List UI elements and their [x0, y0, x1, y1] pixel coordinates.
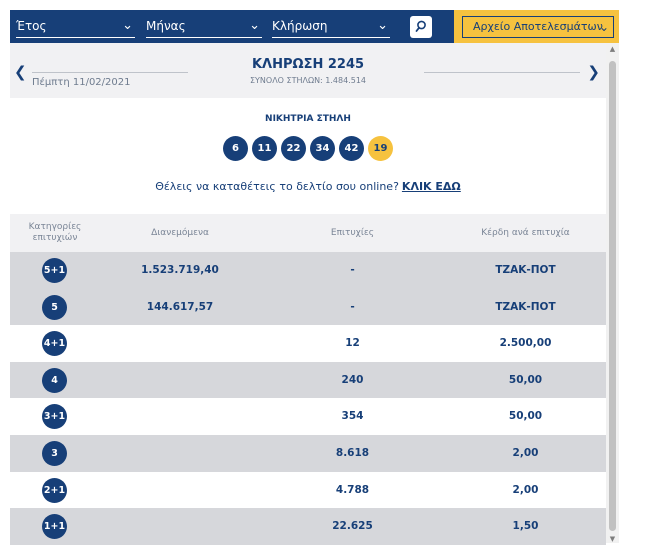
distributed-cell: [100, 435, 260, 472]
prize-cell: 2,00: [512, 447, 539, 459]
category-badge: 2+1: [42, 477, 67, 503]
year-select-label: Έτος: [16, 19, 47, 33]
chevron-down-icon: ⌄: [598, 20, 609, 34]
winners-cell: 240: [341, 373, 364, 386]
bonus-number: 19: [368, 136, 393, 161]
distributed-cell: 1.523.719,40: [141, 264, 219, 276]
distributed-cell: 144.617,57: [146, 300, 214, 313]
category-badge: 5+1: [42, 258, 67, 283]
winners-cell: -: [350, 300, 355, 313]
filter-bar: Έτος ⌄ Μήνας ⌄ Κλήρωση ⌄ Αρχείο Αποτελεσ…: [10, 10, 619, 43]
chevron-left-icon[interactable]: ❮: [14, 63, 27, 81]
table-row: 4 240 50,00: [10, 361, 606, 399]
table-row: 5+1 1.523.719,40 - ΤΖΑΚ-ΠΟΤ: [10, 252, 606, 289]
scroll-up-icon[interactable]: ▲: [609, 45, 616, 53]
table-row: 3+1 354 50,00: [10, 398, 606, 435]
chevron-down-icon: ⌄: [122, 18, 133, 33]
draw-select-label: Κλήρωση: [272, 19, 328, 33]
winning-number: 22: [281, 136, 306, 161]
winning-number: 11: [252, 136, 277, 161]
winners-cell: 22.625: [332, 520, 373, 533]
winning-column-title: ΝΙΚΗΤΡΙΑ ΣΤΗΛΗ: [265, 114, 351, 124]
table-row: 4+1 12 2.500,00: [10, 325, 606, 362]
total-columns: ΣΥΝΟΛΟ ΣΤΗΛΩΝ: 1.484.514: [249, 76, 366, 85]
category-badge: 5: [42, 294, 67, 320]
category-badge: 4+1: [42, 331, 67, 357]
category-badge: 4: [42, 367, 67, 393]
scroll-down-icon[interactable]: ▼: [609, 535, 616, 543]
prize-cell: ΤΖΑΚ-ΠΟΤ: [495, 300, 556, 313]
prize-cell: ΤΖΑΚ-ΠΟΤ: [495, 264, 556, 276]
winners-cell: 12: [345, 337, 360, 350]
distributed-cell: [100, 325, 260, 362]
promo-link[interactable]: ΚΛΙΚ ΕΔΩ: [401, 180, 461, 193]
table-row: 1+1 22.625 1,50: [10, 508, 606, 545]
header-winners: Επιτυχίες: [330, 227, 375, 238]
header-distributed: Διανεμόμενα: [151, 227, 209, 238]
category-badge: 3+1: [42, 404, 67, 430]
draw-header: ❮ Πέμπτη 11/02/2021 ΚΛΗΡΩΣΗ 2245 ΣΥΝΟΛΟ …: [10, 43, 606, 98]
chevron-down-icon: ⌄: [249, 18, 260, 33]
prize-cell: 50,00: [508, 373, 543, 386]
month-select[interactable]: Μήνας ⌄: [146, 16, 262, 38]
header-prize: Κέρδη ανά επιτυχία: [481, 227, 570, 238]
winning-number: 34: [310, 136, 335, 161]
category-badge: 3: [42, 441, 67, 466]
prize-cell: 2.500,00: [499, 337, 552, 350]
table-row: 3 8.618 2,00: [10, 435, 606, 472]
archive-dropdown[interactable]: Αρχείο Αποτελεσμάτων ⌄: [462, 16, 614, 38]
chevron-down-icon: ⌄: [377, 18, 388, 33]
divider: [424, 72, 580, 73]
winners-cell: -: [350, 264, 355, 276]
table-row: 5 144.617,57 - ΤΖΑΚ-ΠΟΤ: [10, 288, 606, 326]
month-select-label: Μήνας: [146, 19, 186, 33]
archive-dropdown-container: Αρχείο Αποτελεσμάτων ⌄: [454, 10, 619, 43]
search-button[interactable]: [410, 16, 432, 38]
draw-title: ΚΛΗΡΩΣΗ 2245: [251, 57, 365, 72]
chevron-right-icon[interactable]: ❯: [587, 63, 600, 81]
prize-cell: 1,50: [512, 520, 539, 533]
winning-numbers: 6 11 22 34 42 19: [10, 136, 606, 162]
winning-number: 6: [223, 136, 248, 161]
table-row: 2+1 4.788 2,00: [10, 471, 606, 509]
category-badge: 1+1: [42, 514, 67, 540]
distributed-cell: [100, 398, 260, 435]
search-icon: [415, 20, 426, 32]
scrollbar-thumb[interactable]: [609, 61, 616, 531]
archive-dropdown-label: Αρχείο Αποτελεσμάτων: [473, 20, 603, 33]
scrollbar[interactable]: ▲ ▼: [606, 43, 619, 543]
draw-date: Πέμπτη 11/02/2021: [32, 77, 131, 88]
winners-cell: 4.788: [335, 483, 370, 496]
winners-cell: 8.618: [335, 447, 370, 459]
promo-text: Θέλεις να καταθέτεις το δελτίο σου onlin…: [155, 180, 399, 193]
divider: [32, 72, 188, 73]
winning-number: 42: [339, 136, 364, 161]
winners-cell: 354: [341, 410, 364, 423]
distributed-cell: [100, 508, 260, 545]
header-category: Κατηγορίες επιτυχιών: [28, 222, 82, 243]
draw-select[interactable]: Κλήρωση ⌄: [272, 16, 390, 38]
distributed-cell: [100, 472, 260, 509]
year-select[interactable]: Έτος ⌄: [16, 16, 135, 38]
prize-cell: 2,00: [512, 483, 539, 496]
online-promo: Θέλεις να καταθέτεις το δελτίο σου onlin…: [10, 180, 606, 193]
results-table-header: Κατηγορίες επιτυχιών Διανεμόμενα Επιτυχί…: [10, 214, 606, 252]
distributed-cell: [100, 362, 260, 399]
prize-cell: 50,00: [508, 410, 543, 423]
